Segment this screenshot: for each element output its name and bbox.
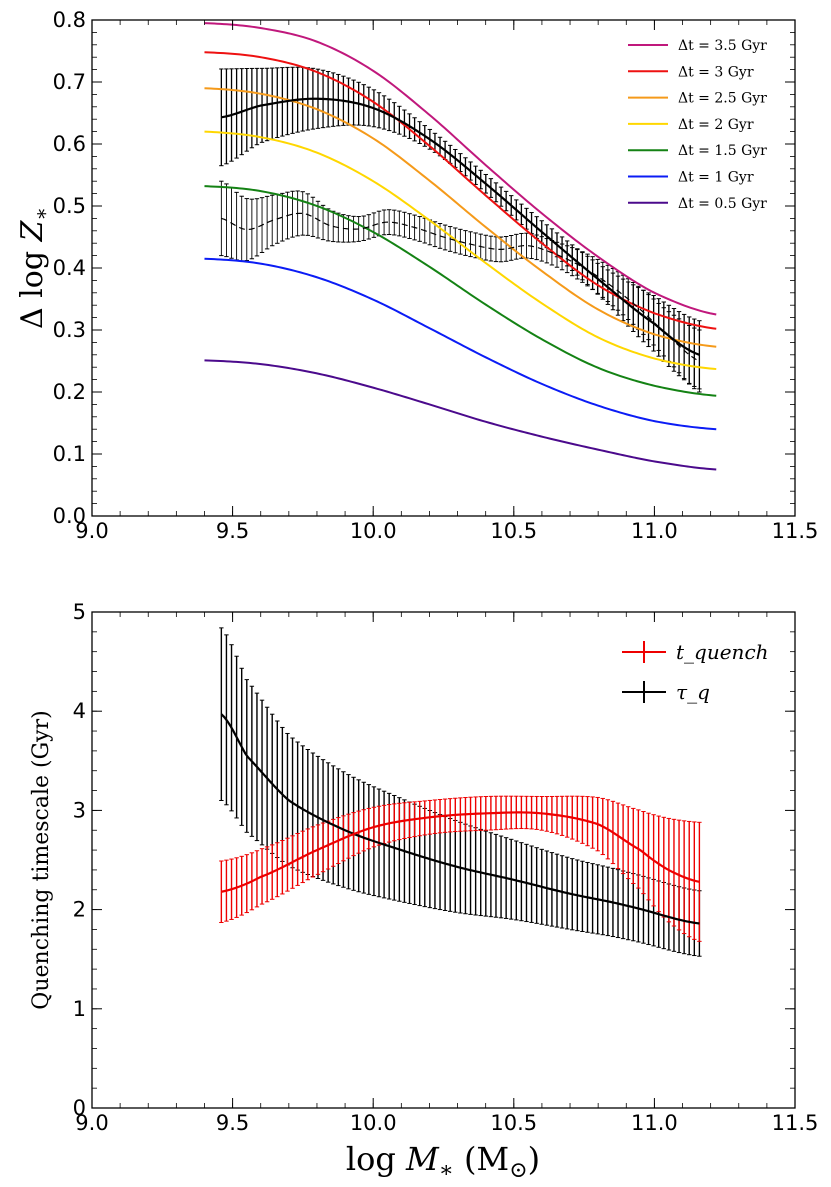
bottom-xtick-label: 11.5	[772, 1111, 819, 1135]
top-xtick-label: 9.0	[75, 519, 108, 543]
top-observed-dashed-line	[221, 212, 700, 362]
bottom-ytick-label: 5	[73, 600, 86, 624]
bottom-tick-labels: 9.0 9.5 10.0 10.5 11.0 11.5 0 1 2 3 4 5	[73, 600, 819, 1135]
top-ytick-label: 0.0	[53, 504, 86, 528]
top-observed-solid-line	[221, 97, 700, 356]
top-legend-label-2: Δt = 2.5 Gyr	[678, 91, 767, 107]
bottom-panel: 9.0 9.5 10.0 10.5 11.0 11.5 0 1 2 3 4 5 Quenching t…	[29, 600, 818, 1183]
bottom-ytick-label: 0	[73, 1096, 86, 1120]
top-ytick-label: 0.1	[53, 442, 86, 466]
bottom-legend-label-1: τ_q	[676, 680, 710, 704]
top-legend-label-4: Δt = 1.5 Gyr	[678, 143, 767, 159]
top-ytick-label: 0.5	[53, 194, 86, 218]
top-ytick-label: 0.3	[53, 318, 86, 342]
bottom-tau-line	[220, 713, 700, 925]
top-series-line-4	[204, 185, 717, 397]
bottom-legend-label-0: t_quench	[676, 640, 769, 664]
top-ylabel: Δ log Z∗	[15, 207, 53, 329]
bottom-ytick-label: 4	[73, 699, 86, 723]
bottom-legend: t_quench τ_q	[622, 640, 769, 704]
top-ytick-label: 0.4	[53, 256, 86, 280]
bottom-lines	[220, 713, 700, 925]
top-series-line-6	[204, 359, 717, 471]
bottom-ytick-label: 3	[73, 798, 86, 822]
top-legend: Δt = 3.5 Gyr Δt = 3 Gyr Δt = 2.5 Gyr Δt = 2…	[628, 38, 767, 212]
top-panel: 9.0 9.5 10.0 10.5 11.0 11.5 0.0 0.1 0.2 0.3 0.4 0.5…	[15, 8, 818, 543]
top-xtick-label: 10.0	[350, 519, 397, 543]
top-ytick-label: 0.7	[53, 70, 86, 94]
top-ytick-label: 0.6	[53, 132, 86, 156]
bottom-ytick-label: 2	[73, 898, 86, 922]
top-series-line-1	[204, 51, 717, 330]
bottom-ylabel: Quenching timescale (Gyr)	[29, 710, 54, 1009]
top-lines	[204, 22, 717, 471]
top-ytick-label: 0.8	[53, 8, 86, 32]
top-series-line-3	[204, 130, 717, 371]
top-xtick-label: 11.0	[631, 519, 678, 543]
top-legend-label-0: Δt = 3.5 Gyr	[678, 38, 767, 54]
bottom-xtick-label: 11.0	[631, 1111, 678, 1135]
bottom-xtick-label: 9.0	[75, 1111, 108, 1135]
bottom-xtick-label: 10.5	[490, 1111, 537, 1135]
top-plot-frame	[91, 19, 796, 517]
top-xtick-label: 10.5	[490, 519, 537, 543]
top-ytick-label: 0.2	[53, 380, 86, 404]
top-series-line-5	[204, 257, 717, 431]
top-legend-label-5: Δt = 1 Gyr	[678, 170, 754, 186]
top-series-line-0	[204, 22, 717, 316]
top-legend-label-1: Δt = 3 Gyr	[678, 64, 754, 80]
bottom-plot-frame	[91, 611, 796, 1109]
bottom-ytick-label: 1	[73, 997, 86, 1021]
bottom-tquench-line	[221, 811, 700, 893]
top-legend-label-6: Δt = 0.5 Gyr	[678, 196, 767, 212]
top-legend-label-3: Δt = 2 Gyr	[678, 117, 754, 133]
top-xtick-label: 9.5	[216, 519, 249, 543]
bottom-xtick-label: 9.5	[216, 1111, 249, 1135]
bottom-xtick-label: 10.0	[350, 1111, 397, 1135]
top-tick-labels: 9.0 9.5 10.0 10.5 11.0 11.5 0.0 0.1 0.2 0.3 0.4 0.5…	[53, 8, 819, 543]
top-xtick-label: 11.5	[772, 519, 819, 543]
bottom-xlabel: log M∗ (M⊙)	[346, 1140, 540, 1183]
